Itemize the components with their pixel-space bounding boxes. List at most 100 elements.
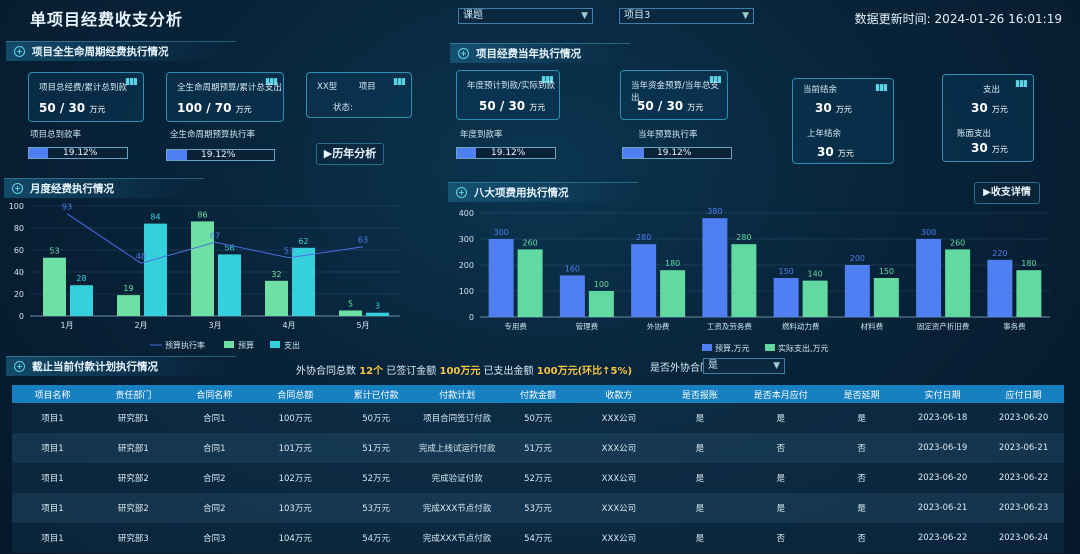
data-label: 5 (348, 300, 353, 309)
column-header: 合同总额 (254, 385, 336, 403)
bar (292, 247, 315, 316)
section-payment: + 截止当前付款计划执行情况 (6, 356, 236, 376)
column-header: 实付日期 (902, 385, 984, 403)
stat-label: 账面支出 (957, 129, 992, 139)
data-label: 300 (493, 228, 508, 237)
table-cell: 52万元 (497, 463, 579, 493)
table-cell: 100万元 (254, 403, 336, 433)
progress-value: 19.12% (491, 148, 526, 158)
section-title: 八大项费用执行情况 (474, 187, 569, 199)
card-value: 50 / 30 万元 (479, 99, 545, 113)
progress-fill (167, 150, 188, 160)
bar (1016, 270, 1042, 317)
progress-bar-budget: 19.12% (166, 149, 275, 161)
card-number: 50 / 30 (479, 99, 526, 113)
table-cell: XXX公司 (578, 493, 660, 523)
progress-fill (457, 148, 476, 158)
table-row[interactable]: 项目1 研究部2 合同2 102万元 52万元 完成验证付款 52万元 XXX公司是是否 202… (12, 463, 1064, 493)
card-label: 年度预计到款/实际到款 (467, 81, 555, 91)
x-tick-label: 2月 (134, 321, 147, 330)
table-cell: 完成XXX节点付款 (416, 523, 498, 553)
card-unit: 万元 (235, 105, 252, 114)
table-cell: 否 (821, 433, 903, 463)
data-label: 150 (879, 267, 894, 276)
outsource-select[interactable]: 是 ▼ (703, 358, 785, 374)
plus-icon: + (456, 187, 467, 198)
data-label: 140 (807, 270, 822, 279)
table-cell: 是 (740, 493, 822, 523)
project-type-prefix: XX型 (317, 82, 338, 92)
table-cell: 104万元 (254, 523, 336, 553)
table-cell: 合同1 (173, 433, 255, 463)
history-analysis-button[interactable]: ▶历年分析 (316, 143, 384, 165)
stripes-icon: ▮▮▮ (125, 77, 138, 87)
table-cell: 51万元 (335, 433, 417, 463)
card-annual-funding: ▮▮▮ 年度预计到款/实际到款 50 / 30 万元 (456, 70, 560, 120)
bar (631, 244, 657, 317)
table-cell: 50万元 (335, 403, 417, 433)
x-tick-label: 固定资产折旧费 (917, 321, 970, 331)
update-time: 数据更新时间: 2024-01-26 16:01:19 (855, 10, 1062, 27)
category-select[interactable]: 课题 ▼ (458, 8, 593, 24)
section-title: 月度经费执行情况 (30, 183, 114, 195)
bar (916, 239, 942, 317)
bar (265, 280, 288, 316)
card-value: 50 / 30 万元 (39, 101, 105, 115)
stat-unit: 万元 (837, 149, 854, 158)
stat-number: 30 (817, 145, 834, 159)
x-tick-label: 材料费 (861, 321, 884, 331)
data-label: 280 (636, 233, 651, 242)
column-header: 责任部门 (92, 385, 174, 403)
table-cell: 2023-06-20 (983, 403, 1064, 433)
table-cell: 50万元 (497, 403, 579, 433)
data-label: 150 (778, 267, 793, 276)
bar (218, 254, 241, 316)
column-header: 是否延期 (821, 385, 903, 403)
legend-label: 实际支出,万元 (778, 343, 829, 353)
card-unit: 万元 (89, 105, 106, 114)
project-select[interactable]: 项目3 ▼ (619, 8, 754, 24)
table-cell: 是 (821, 403, 903, 433)
table-cell: 项目1 (12, 493, 93, 523)
legend-label: 预算,万元 (715, 343, 750, 353)
data-label: 32 (271, 270, 281, 279)
card-annual-budget: ▮▮▮ 当年资金预算/当年总支出 50 / 30 万元 (620, 70, 728, 120)
data-label: 53 (49, 247, 59, 256)
table-row[interactable]: 项目1 研究部1 合同1 100万元 50万元 项目合同签订付款 50万元 XXX公司是是是 2… (12, 403, 1064, 433)
legend-swatch (270, 341, 280, 348)
progress-label: 项目总到款率 (30, 130, 82, 140)
chevron-down-icon: ▼ (581, 11, 588, 21)
y-tick-label: 300 (459, 235, 474, 244)
card-label: 当年资金预算/当年总支出 (631, 81, 719, 103)
table-cell: 是 (659, 523, 741, 553)
x-tick-label: 事务费 (1003, 321, 1026, 331)
line-label: 48 (136, 252, 146, 261)
contract-count: 12个 (359, 366, 384, 377)
table-row[interactable]: 项目1 研究部2 合同2 103万元 53万元 完成XXX节点付款 53万元 XXX公司是是是… (12, 493, 1064, 523)
stripes-icon: ▮▮▮ (393, 77, 406, 87)
data-label: 220 (992, 249, 1007, 258)
bar (488, 239, 514, 317)
progress-fill (29, 148, 48, 158)
bar (844, 265, 870, 317)
bar (660, 270, 686, 317)
stripes-icon: ▮▮▮ (541, 75, 554, 85)
data-label: 62 (298, 237, 308, 246)
x-tick-label: 外协费 (647, 321, 670, 331)
section-title: 项目经费当年执行情况 (476, 48, 581, 60)
bar (339, 310, 362, 316)
table-cell: 项目1 (12, 463, 93, 493)
legend-label: 预算 (238, 340, 254, 350)
legend-swatch (702, 344, 712, 351)
detail-button[interactable]: ▶收支详情 (974, 182, 1040, 204)
table-cell: 2023-06-23 (983, 493, 1064, 523)
category-select-value: 课题 (463, 10, 483, 21)
card-unit: 万元 (687, 103, 704, 112)
table-row[interactable]: 项目1 研究部1 合同1 101万元 51万元 完成上线试运行付款 51万元 XXX公司是否否… (12, 433, 1064, 463)
table-row[interactable]: 项目1 研究部3 合同3 104万元 54万元 完成XXX节点付款 54万元 XXX公司是否否… (12, 523, 1064, 553)
payment-summary: 外协合同总数 12个 已签订金额 100万元 已支出金额 100万元(环比↑5%… (296, 362, 632, 377)
data-label: 180 (665, 259, 680, 268)
stat-value: 30 万元 (971, 141, 1008, 155)
x-tick-label: 专用费 (504, 321, 527, 331)
plus-icon: + (14, 361, 25, 372)
